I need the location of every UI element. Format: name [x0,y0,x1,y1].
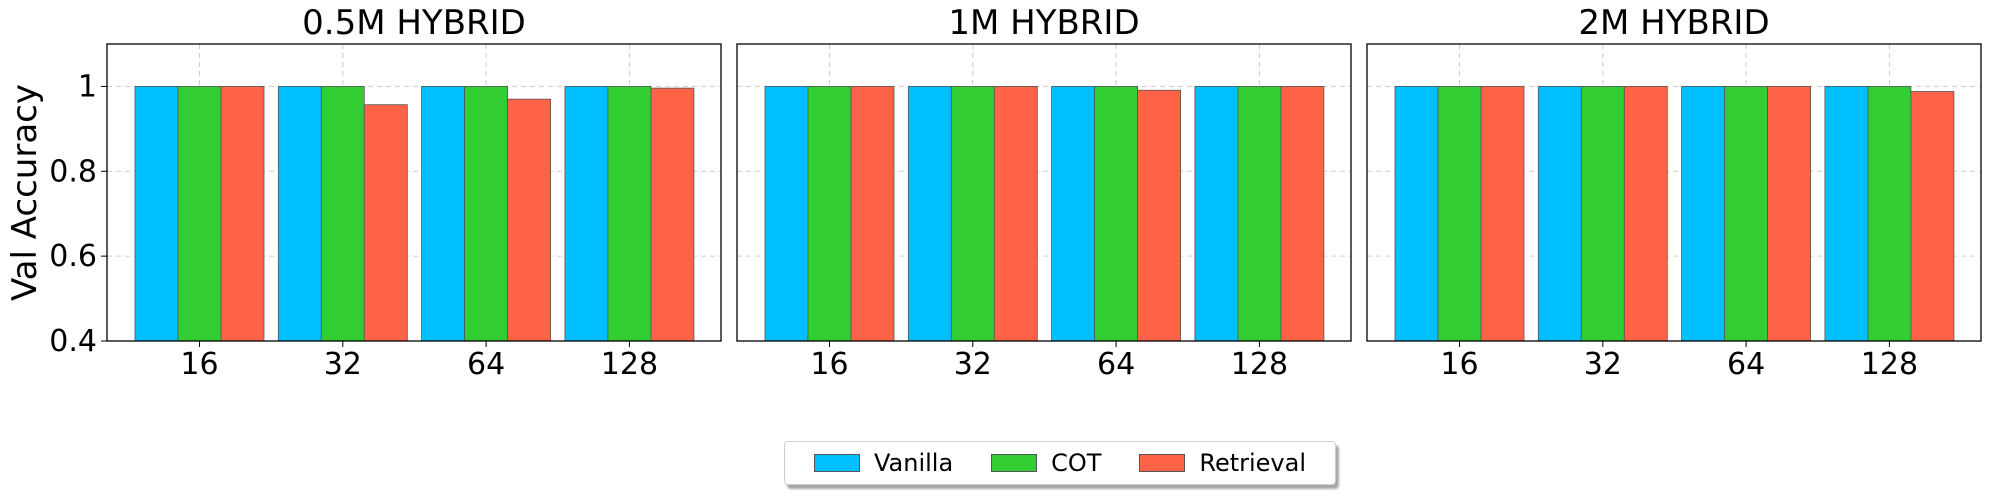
legend-swatch-cot [991,454,1038,472]
panel-1-bar-retrieval-32 [363,104,408,342]
panel-1-bar-retrieval-128 [650,87,695,342]
panel-2-xtick-label: 128 [1231,347,1288,382]
panel-1-xtick-label: 128 [601,347,658,382]
ytick-label: 0.4 [49,324,97,359]
ytick-label: 0.6 [49,239,97,274]
panel-2-xtick-label: 64 [1097,347,1135,382]
panel-2: 1M HYBRID 16 32 64 128 [736,3,1352,382]
panel-3-title: 2M HYBRID [1578,3,1769,43]
panel-3-bar-retrieval-32 [1623,86,1668,342]
legend-label-vanilla: Vanilla [873,449,954,477]
panel-1-bar-cot-32 [320,86,365,342]
panel-3-bar-vanilla-16 [1394,86,1439,342]
panel-2-bar-cot-16 [807,86,852,342]
legend-label-cot: COT [1051,449,1102,477]
panel-1-bar-cot-128 [607,86,652,342]
panel-2-bar-retrieval-16 [850,86,895,342]
panel-2-frame [736,43,1352,342]
panel-1-bar-vanilla-128 [564,86,609,342]
panel-1-xtick-label: 64 [467,347,505,382]
panel-3-bar-vanilla-128 [1824,86,1869,342]
panel-1-bar-vanilla-16 [134,86,179,342]
panel-3: 2M HYBRID 16 32 64 128 [1366,3,1982,382]
panel-2-bar-vanilla-16 [764,86,809,342]
panel-2-bar-retrieval-64 [1137,89,1181,342]
panel-2-xtick-label: 16 [810,347,848,382]
legend-item-cot: COT [991,449,1101,477]
ytick-label: 0.8 [49,154,97,189]
panel-1-bar-vanilla-32 [277,86,322,342]
panel-3-frame [1366,43,1982,342]
legend-swatch-vanilla [813,454,860,472]
panel-3-bar-vanilla-64 [1681,86,1725,342]
panel-2-bar-retrieval-128 [1280,86,1325,342]
panel-3-bar-retrieval-64 [1767,86,1811,342]
panel-2-bar-retrieval-32 [993,86,1038,342]
panel-1-title: 0.5M HYBRID [302,3,526,43]
panel-3-xtick-label: 128 [1861,347,1918,382]
panel-3-xtick-label: 16 [1440,347,1478,382]
panel-2-bar-cot-64 [1094,86,1138,342]
panel-3-bar-retrieval-16 [1480,86,1525,342]
panel-1-bar-vanilla-64 [421,86,466,342]
panel-3-bar-cot-32 [1580,86,1625,342]
legend-item-vanilla: Vanilla [813,449,954,477]
panel-2-bar-vanilla-64 [1051,86,1095,342]
panel-1-bar-retrieval-64 [507,98,552,342]
panel-2-bar-cot-32 [950,86,995,342]
legend: Vanilla COT Retrieval [784,441,1336,485]
panel-2-bar-vanilla-32 [907,86,952,342]
panel-3-xtick-label: 32 [1584,347,1622,382]
legend-label-retrieval: Retrieval [1199,449,1306,477]
panel-3-bar-vanilla-32 [1537,86,1582,342]
panel-1-xtick-label: 16 [180,347,218,382]
panel-1: 0.5M HYBRID 16 32 64 128 0.4 0.6 0.8 1 Val Accura… [5,3,722,382]
panel-1-bar-retrieval-16 [220,86,265,342]
panel-1-frame [106,43,722,342]
panel-1-xtick-label: 32 [324,347,362,382]
legend-swatch-retrieval [1139,454,1186,472]
panel-3-bar-retrieval-128 [1910,91,1955,342]
panel-3-bar-cot-16 [1437,86,1482,342]
panel-3-bar-cot-64 [1724,86,1768,342]
panel-1-bar-cot-16 [177,86,222,342]
panel-1-bar-cot-64 [464,86,509,342]
legend-item-retrieval: Retrieval [1139,449,1306,477]
panel-2-bar-cot-128 [1237,86,1282,342]
panel-2-xtick-label: 32 [954,347,992,382]
panel-2-title: 1M HYBRID [948,3,1139,43]
ytick-label: 1 [78,69,97,104]
y-axis-label: Val Accuracy [5,84,45,301]
panel-3-xtick-label: 64 [1727,347,1765,382]
panel-2-bar-vanilla-128 [1194,86,1239,342]
panel-3-bar-cot-128 [1867,86,1912,342]
